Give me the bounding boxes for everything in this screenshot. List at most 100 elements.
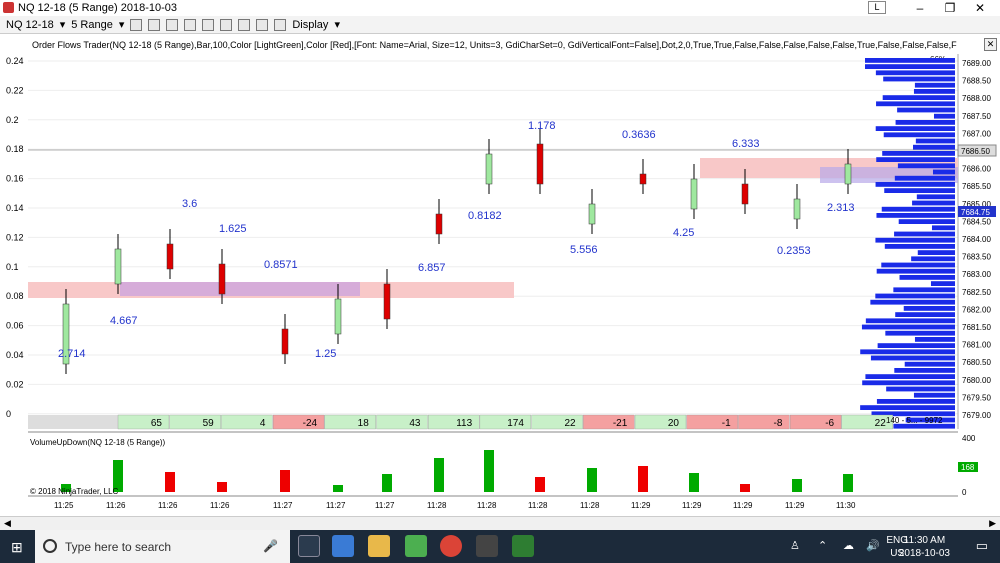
candle-body	[536, 143, 544, 185]
time-axis-tick: 11:29	[733, 501, 753, 510]
time-axis-tick: 11:28	[427, 501, 447, 510]
language-indicator[interactable]: ENG US	[886, 535, 908, 559]
chevron-up-icon[interactable]: ⌃	[818, 540, 828, 552]
profile-bar	[861, 324, 955, 330]
left-axis-tick: 0.22	[6, 85, 24, 95]
delta-cell	[324, 414, 376, 430]
panel-close-icon[interactable]: ✕	[984, 38, 997, 51]
instrument-selector[interactable]: NQ 12-18	[6, 18, 54, 31]
time-axis-tick: 11:27	[326, 501, 346, 510]
taskbar-search[interactable]: Type here to search 🎤	[35, 530, 290, 563]
ninjatrader-icon[interactable]	[476, 535, 498, 557]
delta-cell	[221, 414, 273, 430]
profile-bar	[883, 132, 955, 138]
volume-icon[interactable]: 🔊	[866, 540, 880, 552]
volume-bar	[843, 474, 853, 492]
price-axis-tick: 7682.00	[962, 305, 991, 314]
bar-type-icon[interactable]	[130, 18, 143, 31]
chart-toolbar: NQ 12-18 ▾ 5 Range ▾ Display ▾	[0, 16, 1000, 34]
time-axis-tick: 11:27	[273, 501, 293, 510]
profile-bar	[860, 405, 955, 410]
taskbar: ⊞ Type here to search 🎤 ♙ ⌃ ☁ 🔊 ENG US 11…	[0, 530, 1000, 563]
delta-value: 59	[203, 418, 215, 429]
delta-cell	[117, 414, 170, 430]
profile-bar	[876, 213, 955, 218]
microphone-icon[interactable]: 🎤	[263, 539, 278, 553]
file-explorer-icon[interactable]	[368, 535, 390, 557]
left-axis-tick: 0.18	[6, 144, 24, 154]
profile-bar	[883, 76, 955, 82]
chart-area[interactable]: 0.24 0.22 0.2 0.18 0.16 0.14 0.12 0.1 0.08 0.06 0.…	[0, 34, 1000, 516]
profile-bar	[877, 343, 955, 348]
candle-body	[844, 163, 852, 185]
notifications-icon[interactable]: ▭	[975, 538, 988, 553]
properties-icon[interactable]	[256, 18, 269, 31]
windows-start-icon[interactable]: ⊞	[11, 539, 23, 555]
system-clock[interactable]: 11:30 AM 2018-10-03	[898, 535, 950, 559]
cloud-icon[interactable]: ☁	[843, 540, 854, 552]
candle-body	[485, 153, 493, 185]
display-menu[interactable]: Display	[292, 18, 329, 31]
delta-value: -24	[303, 418, 318, 429]
profile-bar	[933, 113, 955, 119]
profile-bar	[876, 268, 955, 274]
store-icon[interactable]	[405, 535, 427, 557]
chrome-icon[interactable]	[440, 535, 462, 557]
indicator-icon[interactable]	[238, 18, 251, 31]
maximize-button[interactable]: ❐	[944, 1, 956, 15]
strategy-icon[interactable]	[220, 18, 233, 31]
crosshair-icon[interactable]	[184, 18, 197, 31]
delta-cell	[634, 414, 687, 430]
price-axis-tick: 7681.00	[962, 341, 991, 350]
chart-app-icon[interactable]	[512, 535, 534, 557]
imbalance-ratio: 1.625	[219, 223, 247, 235]
left-axis-tick: 0.14	[6, 203, 24, 213]
draw-tool-icon[interactable]	[148, 18, 161, 31]
price-axis-tick: 7685.00	[962, 200, 991, 209]
horizontal-scrollbar[interactable]: ◀ ▶	[0, 516, 1000, 530]
help-button[interactable]: L	[868, 1, 886, 14]
delta-cell	[789, 414, 842, 430]
profile-bar	[870, 355, 955, 361]
task-view-icon[interactable]	[298, 535, 320, 557]
profile-bar	[894, 368, 955, 373]
price-axis-tick: 7680.50	[962, 358, 991, 367]
profile-bar	[884, 188, 955, 193]
volume-bar	[165, 472, 175, 492]
profile-bar	[913, 144, 955, 150]
price-axis-tick: 7687.00	[962, 129, 991, 138]
volume-bar	[689, 473, 699, 492]
volume-bar	[333, 485, 343, 492]
profile-bar	[913, 392, 955, 398]
profile-bar	[876, 399, 955, 404]
scroll-left-icon[interactable]: ◀	[4, 518, 11, 528]
price-axis-tick: 7680.00	[962, 376, 991, 385]
imbalance-ratio: 4.25	[673, 227, 694, 239]
window-title: NQ 12-18 (5 Range) 2018-10-03	[18, 2, 177, 14]
profile-bar	[905, 417, 955, 423]
left-axis-tick: 0.1	[6, 262, 19, 272]
minimize-button[interactable]: –	[916, 1, 924, 15]
zoom-icon[interactable]	[202, 18, 215, 31]
scroll-right-icon[interactable]: ▶	[989, 518, 996, 528]
imbalance-ratio: 4.667	[110, 315, 138, 327]
indicator-label: Order Flows Trader(NQ 12-18 (5 Range),Ba…	[32, 40, 957, 50]
volume-bar	[587, 468, 597, 492]
imbalance-ratio: 1.25	[315, 348, 336, 360]
profile-bar	[898, 219, 955, 224]
template-icon[interactable]	[274, 18, 287, 31]
volume-bar	[792, 479, 802, 492]
bid-price-label: 7684.75	[961, 208, 990, 217]
people-icon[interactable]: ♙	[790, 540, 800, 552]
left-axis-tick: 0	[6, 409, 11, 419]
delta-value: -1	[722, 418, 731, 429]
profile-bar	[875, 182, 955, 187]
imbalance-ratio: 0.8182	[468, 210, 502, 222]
interval-selector[interactable]: 5 Range	[71, 18, 113, 31]
profile-bar	[903, 306, 955, 311]
close-button[interactable]: ✕	[974, 1, 986, 15]
candle-body	[281, 328, 289, 355]
pin-icon[interactable]	[166, 18, 179, 31]
candle-body	[793, 198, 801, 220]
desktop-app-icon[interactable]	[332, 535, 354, 557]
